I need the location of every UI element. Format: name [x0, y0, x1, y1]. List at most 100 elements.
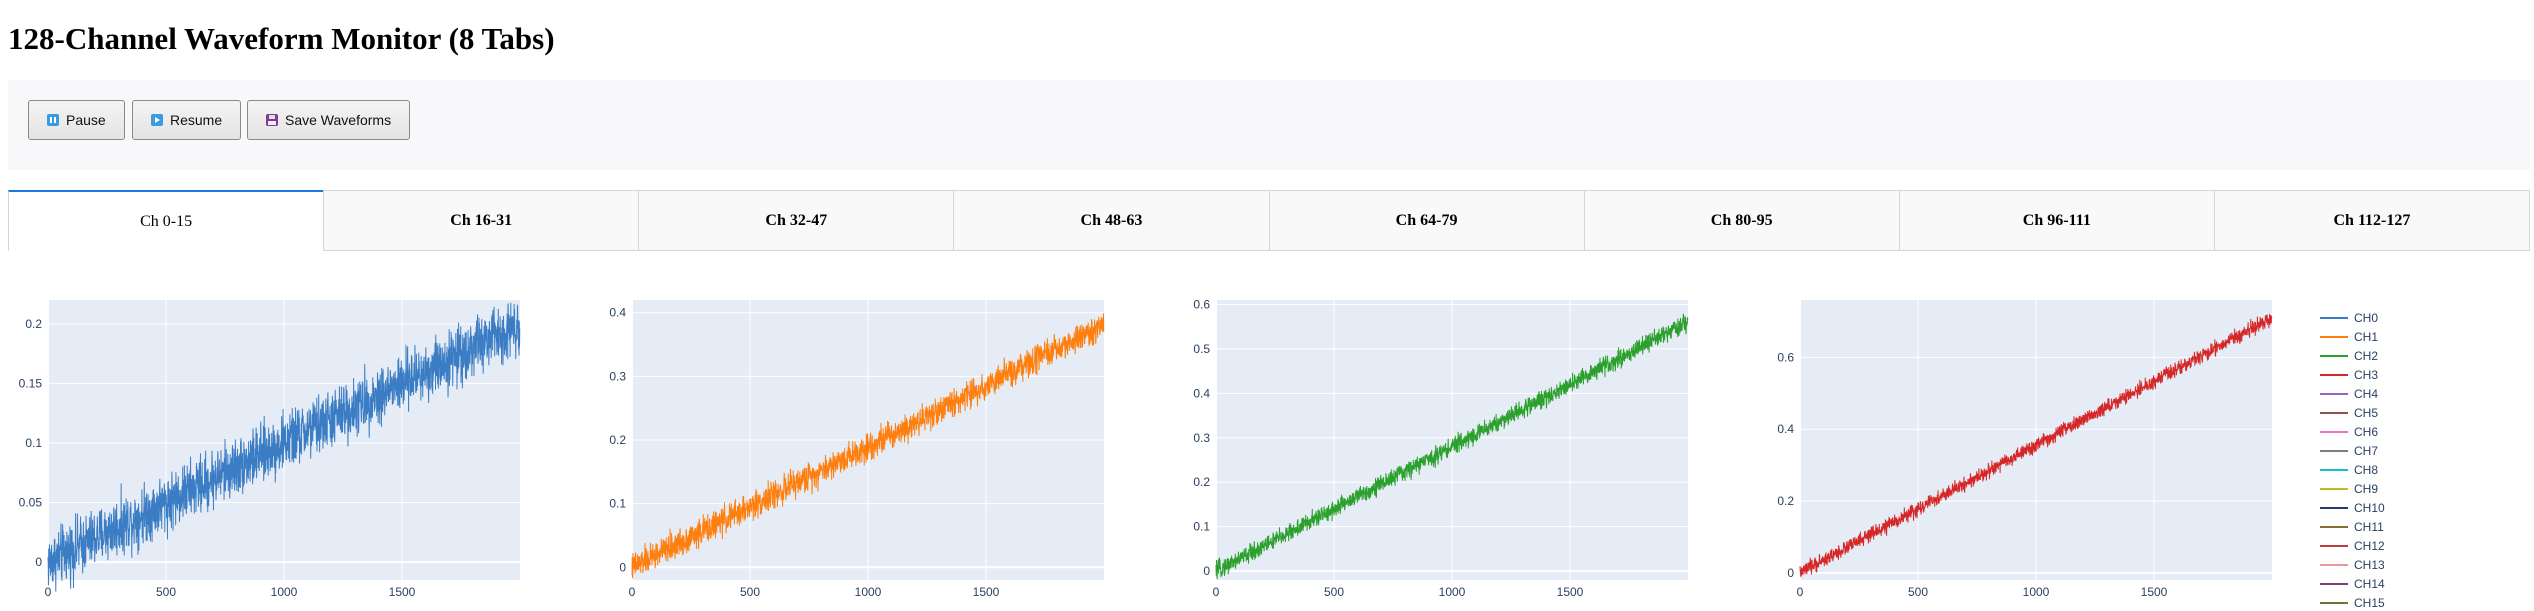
x-tick-label: 1000 — [271, 585, 298, 599]
legend-line-swatch — [2320, 544, 2348, 547]
y-tick-label: 0 — [619, 560, 626, 574]
waveform-chart-1: 0 500 1000 1500 0 0.1 0.2 0.3 0.4 — [609, 300, 1105, 599]
x-tick-label: 500 — [1324, 585, 1344, 599]
legend-line-swatch — [2320, 335, 2348, 338]
tab-ch-112-127[interactable]: Ch 112-127 — [2213, 190, 2530, 251]
legend-line-swatch — [2320, 430, 2348, 433]
legend-label: CH9 — [2354, 481, 2379, 496]
legend-line-swatch — [2320, 354, 2348, 357]
y-tick-label: 0.1 — [609, 497, 626, 511]
x-tick-label: 0 — [629, 585, 636, 599]
legend-line-swatch — [2320, 525, 2348, 528]
x-tick-label: 1500 — [2141, 585, 2168, 599]
y-tick-label: 0 — [1203, 564, 1210, 578]
tab-ch-16-31[interactable]: Ch 16-31 — [323, 190, 640, 251]
legend-label: CH3 — [2354, 367, 2379, 382]
control-panel: Pause Resume Save Waveforms — [8, 80, 2530, 170]
x-tick-label: 1500 — [973, 585, 1000, 599]
y-tick-label: 0.05 — [19, 496, 43, 510]
x-tick-label: 1000 — [1439, 585, 1466, 599]
legend-item-ch1[interactable]: CH1 — [2320, 327, 2385, 346]
tab-ch-48-63[interactable]: Ch 48-63 — [953, 190, 1270, 251]
y-tick-label: 0.2 — [25, 317, 42, 331]
legend-item-ch9[interactable]: CH9 — [2320, 479, 2385, 498]
legend-line-swatch — [2320, 582, 2348, 585]
pause-button[interactable]: Pause — [28, 100, 125, 140]
x-tick-label: 1000 — [855, 585, 882, 599]
legend-label: CH8 — [2354, 462, 2379, 477]
x-tick-label: 1500 — [389, 585, 416, 599]
legend-line-swatch — [2320, 449, 2348, 452]
x-tick-label: 1000 — [2023, 585, 2050, 599]
y-tick-label: 0.3 — [609, 369, 626, 383]
legend-line-swatch — [2320, 392, 2348, 395]
y-tick-label: 0.4 — [1777, 422, 1794, 436]
y-tick-label: 0 — [35, 555, 42, 569]
x-tick-label: 0 — [45, 585, 52, 599]
legend-item-ch10[interactable]: CH10 — [2320, 498, 2385, 517]
y-tick-label: 0 — [1787, 566, 1794, 580]
y-tick-label: 0.6 — [1193, 297, 1210, 311]
save-waveforms-button-label: Save Waveforms — [285, 112, 392, 128]
legend-label: CH7 — [2354, 443, 2379, 458]
legend-item-ch15[interactable]: CH15 — [2320, 593, 2385, 611]
y-tick-label: 0.15 — [19, 376, 43, 390]
y-tick-label: 0.2 — [609, 433, 626, 447]
y-tick-label: 0.3 — [1193, 431, 1210, 445]
tab-ch-64-79[interactable]: Ch 64-79 — [1268, 190, 1585, 251]
legend-label: CH1 — [2354, 329, 2379, 344]
x-tick-label: 0 — [1213, 585, 1220, 599]
legend-line-swatch — [2320, 506, 2348, 509]
y-tick-label: 0.1 — [1193, 520, 1210, 534]
legend-label: CH14 — [2354, 576, 2385, 591]
legend-item-ch13[interactable]: CH13 — [2320, 555, 2385, 574]
y-tick-label: 0.1 — [25, 436, 42, 450]
legend-label: CH10 — [2354, 500, 2385, 515]
legend-item-ch2[interactable]: CH2 — [2320, 346, 2385, 365]
legend-item-ch0[interactable]: CH0 — [2320, 308, 2385, 327]
y-tick-label: 0.2 — [1777, 494, 1794, 508]
legend-label: CH5 — [2354, 405, 2379, 420]
legend-item-ch14[interactable]: CH14 — [2320, 574, 2385, 593]
page-title: 128-Channel Waveform Monitor (8 Tabs) — [8, 21, 555, 56]
legend-item-ch3[interactable]: CH3 — [2320, 365, 2385, 384]
legend-label: CH12 — [2354, 538, 2385, 553]
legend-item-ch4[interactable]: CH4 — [2320, 384, 2385, 403]
resume-button[interactable]: Resume — [132, 100, 242, 140]
legend-item-ch6[interactable]: CH6 — [2320, 422, 2385, 441]
legend-item-ch11[interactable]: CH11 — [2320, 517, 2385, 536]
legend-label: CH13 — [2354, 557, 2385, 572]
tab-ch-96-111[interactable]: Ch 96-111 — [1898, 190, 2215, 251]
tab-ch-0-15[interactable]: Ch 0-15 — [8, 190, 325, 251]
resume-button-label: Resume — [170, 112, 223, 128]
legend-label: CH0 — [2354, 310, 2379, 325]
y-tick-label: 0.5 — [1193, 342, 1210, 356]
save-waveforms-button[interactable]: Save Waveforms — [247, 100, 411, 140]
legend-label: CH15 — [2354, 595, 2385, 610]
tab-ch-32-47[interactable]: Ch 32-47 — [638, 190, 955, 251]
x-tick-label: 1500 — [1557, 585, 1584, 599]
legend-item-ch12[interactable]: CH12 — [2320, 536, 2385, 555]
channel-legend[interactable]: CH0 CH1 CH2 CH3 CH4 CH5 CH6 CH7 CH8 CH9 CH10 CH11 CH… — [2320, 308, 2385, 611]
legend-item-ch7[interactable]: CH7 — [2320, 441, 2385, 460]
legend-item-ch5[interactable]: CH5 — [2320, 403, 2385, 422]
y-tick-label: 0.4 — [1193, 386, 1210, 400]
x-tick-label: 0 — [1797, 585, 1804, 599]
y-tick-label: 0.2 — [1193, 475, 1210, 489]
legend-label: CH11 — [2354, 519, 2384, 534]
x-tick-label: 500 — [156, 585, 176, 599]
y-tick-label: 0.4 — [609, 306, 626, 320]
legend-item-ch8[interactable]: CH8 — [2320, 460, 2385, 479]
legend-line-swatch — [2320, 487, 2348, 490]
y-tick-label: 0.6 — [1777, 350, 1794, 364]
legend-line-swatch — [2320, 468, 2348, 471]
series-line-ch1 — [631, 313, 1105, 579]
tab-ch-80-95[interactable]: Ch 80-95 — [1583, 190, 1900, 251]
legend-label: CH4 — [2354, 386, 2379, 401]
waveform-charts: 0 500 1000 1500 0 0.05 0.1 0.15 0.2 0 500 1000 1500 0… — [0, 290, 2534, 611]
legend-line-swatch — [2320, 563, 2348, 566]
legend-label: CH2 — [2354, 348, 2379, 363]
x-tick-label: 500 — [1908, 585, 1928, 599]
channel-tab-bar: Ch 0-15 Ch 16-31 Ch 32-47 Ch 48-63 Ch 64… — [8, 190, 2530, 251]
